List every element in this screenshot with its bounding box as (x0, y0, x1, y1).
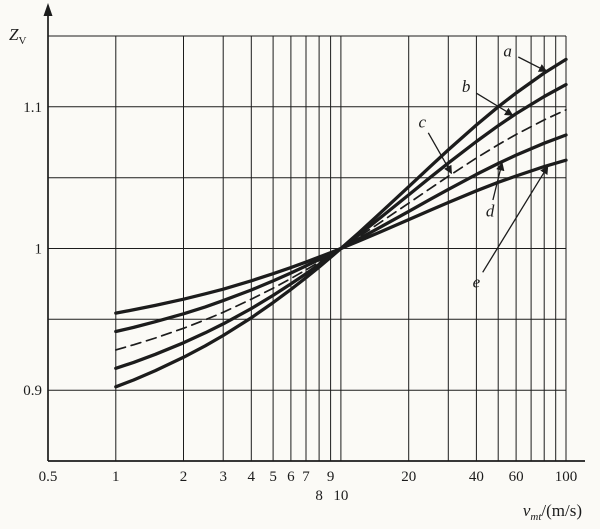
x-tick-label-6: 6 (287, 469, 295, 485)
x-tick-label-100: 100 (555, 469, 578, 485)
y-tick-label-0.9: 0.9 (23, 383, 42, 399)
curve-label-arrow-c (427, 132, 453, 175)
x-tick-label-3: 3 (219, 469, 227, 485)
x-tick-label-4: 4 (248, 469, 256, 485)
x-tick-label-2: 2 (180, 469, 188, 485)
x-tick-label-40: 40 (469, 469, 484, 485)
x-tick-label-20: 20 (401, 469, 416, 485)
x-tick-label-10: 10 (333, 488, 348, 504)
x-axis-title: vmt/(m/s) (523, 501, 582, 523)
curve-b (114, 82, 568, 370)
y-tick-label-1.1: 1.1 (23, 100, 42, 116)
curve-label-arrow-e (482, 165, 549, 273)
x-tick-label-60: 60 (509, 469, 524, 485)
curve-e (114, 158, 568, 315)
curve-label-arrow-a (518, 56, 548, 72)
curve-c (114, 108, 567, 351)
curve-label-c: c (419, 112, 427, 131)
curve-label-e: e (473, 273, 481, 292)
curve-label-arrow-d (492, 161, 505, 201)
curve-label-b: b (462, 77, 471, 96)
x-tick-label-1: 1 (112, 469, 120, 485)
x-tick-label-5: 5 (269, 469, 277, 485)
y-tick-label-1: 1 (35, 242, 43, 258)
curve-label-arrow-b (476, 92, 514, 116)
x-tick-label-7: 7 (302, 469, 310, 485)
x-tick-label-0.5: 0.5 (39, 469, 58, 485)
y-axis-title: ZV (9, 25, 26, 47)
x-tick-label-9: 9 (327, 469, 335, 485)
x-tick-label-8: 8 (315, 488, 323, 504)
curve-label-a: a (503, 42, 512, 61)
curve-label-d: d (486, 202, 495, 221)
y-axis-arrowhead-icon (43, 3, 53, 16)
